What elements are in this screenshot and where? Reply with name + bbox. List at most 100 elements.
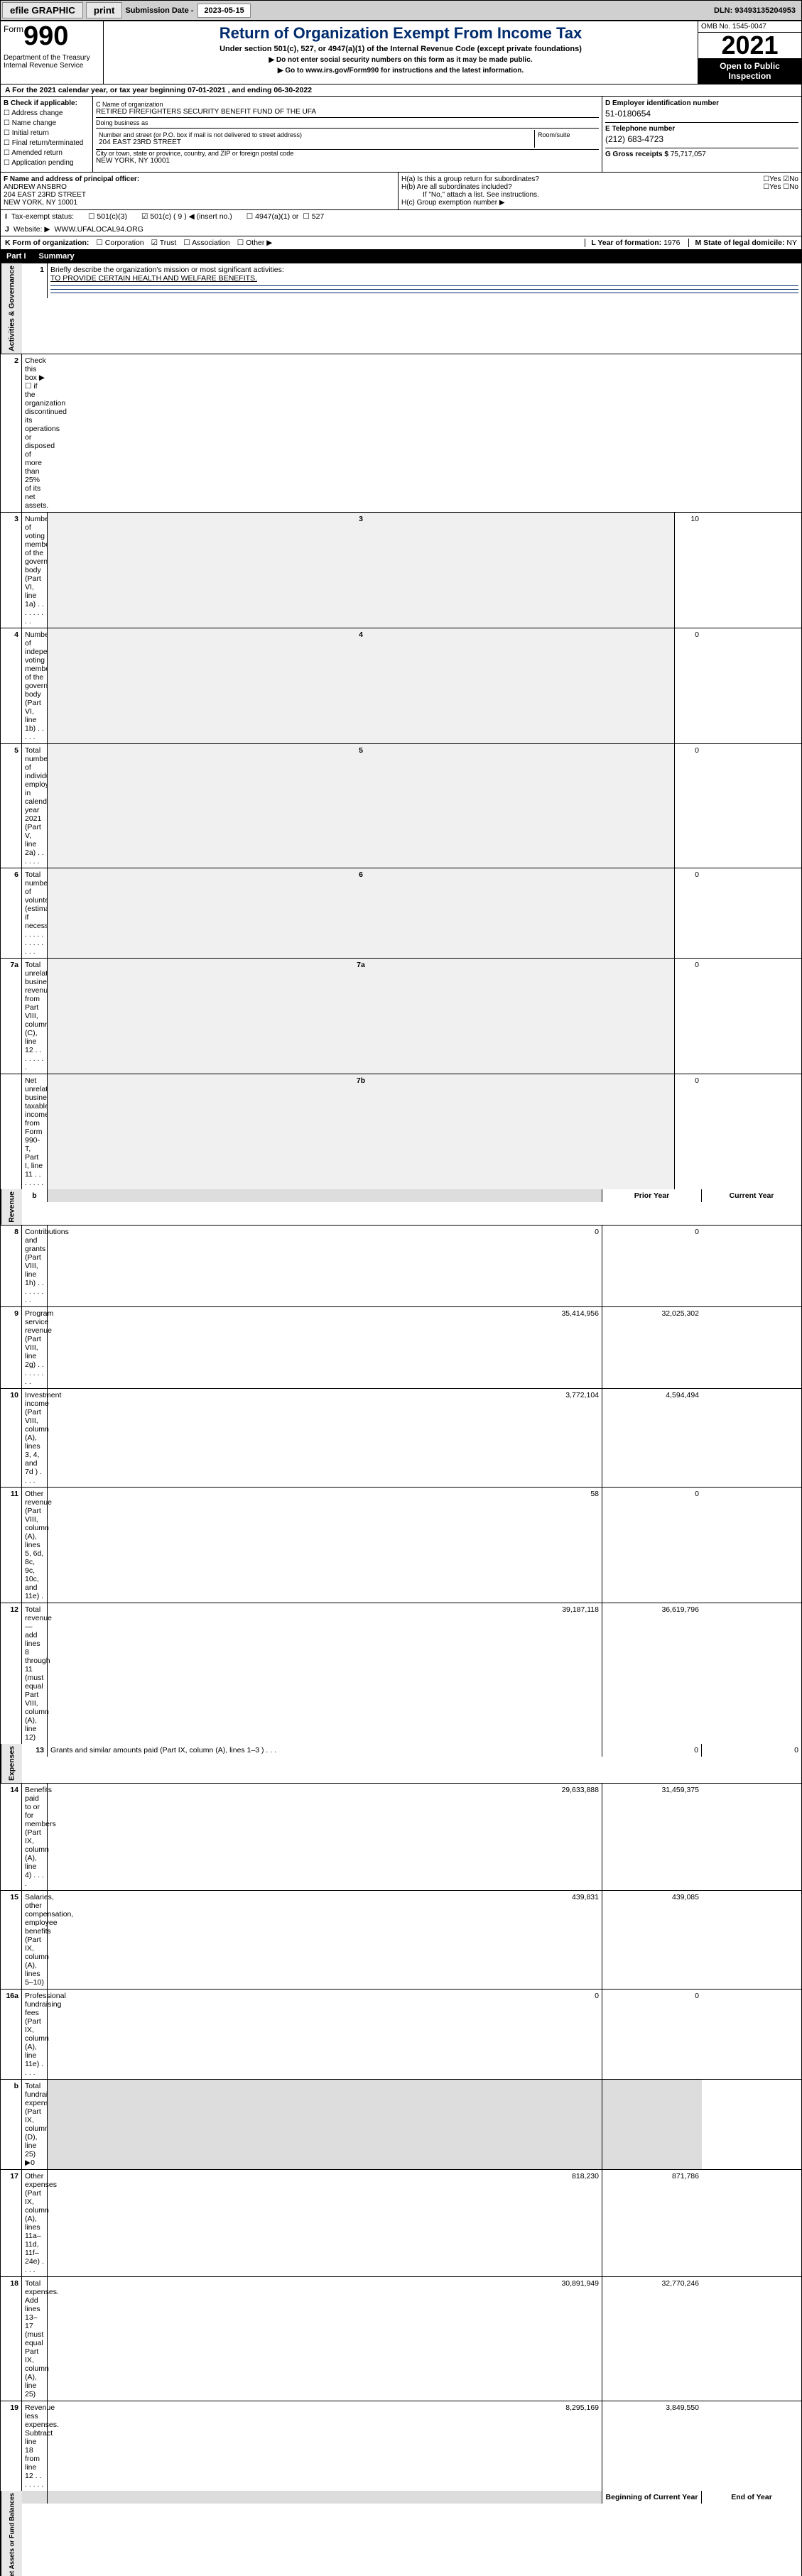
row-k: K Form of organization: ☐ Corporation ☑ … <box>0 236 802 250</box>
domicile: NY <box>786 239 797 247</box>
org-name-label: C Name of organization <box>96 101 599 108</box>
line-num: 10 <box>1 1389 22 1487</box>
checkbox-application-pending[interactable]: Application pending <box>4 159 90 167</box>
current-val: 36,619,796 <box>602 1603 702 1744</box>
form-header: Form990 Department of the Treasury Inter… <box>0 21 802 84</box>
line-1-num: 1 <box>22 263 48 298</box>
checkbox-address-change[interactable]: Address change <box>4 109 90 117</box>
line-val: 0 <box>675 959 702 1074</box>
current-val: 32,025,302 <box>602 1307 702 1388</box>
opt-4947: 4947(a)(1) or <box>255 212 298 221</box>
line-val: 0 <box>675 868 702 958</box>
ha-no: No <box>789 175 798 183</box>
row-a-pre: A For the 2021 calendar year, or tax yea… <box>5 86 188 94</box>
print-button[interactable]: print <box>86 2 123 18</box>
current-val: 31,459,375 <box>602 1784 702 1890</box>
website-value[interactable]: WWW.UFALOCAL94.ORG <box>55 225 143 234</box>
submission-label: Submission Date - <box>125 6 193 15</box>
line-val: 0 <box>675 1074 702 1189</box>
checkbox-name-change[interactable]: Name change <box>4 119 90 127</box>
line-desc: Investment income (Part VIII, column (A)… <box>22 1389 48 1487</box>
line-desc: Revenue less expenses. Subtract line 18 … <box>22 2401 48 2491</box>
row-i: I Tax-exempt status: ☐ 501(c)(3) ☑ 501(c… <box>0 210 802 223</box>
line-desc: Contributions and grants (Part VIII, lin… <box>22 1226 48 1306</box>
line-desc: Professional fundraising fees (Part IX, … <box>22 1990 48 2079</box>
prior-val: 3,772,104 <box>48 1389 602 1487</box>
opt-501c3: 501(c)(3) <box>97 212 127 221</box>
line-num: b <box>1 2080 22 2169</box>
current-val: 0 <box>602 1488 702 1603</box>
row-a: A For the 2021 calendar year, or tax yea… <box>0 84 802 97</box>
line-desc: Number of voting members of the governin… <box>22 513 48 628</box>
line-desc: Total revenue—add lines 8 through 11 (mu… <box>22 1603 48 1744</box>
line-num: 15 <box>1 1891 22 1989</box>
rev-row: 11Other revenue (Part VIII, column (A), … <box>1 1488 801 1603</box>
row-a-mid: , and ending <box>226 86 274 94</box>
ha-label: H(a) Is this a group return for subordin… <box>401 175 539 183</box>
line-val: 10 <box>675 513 702 628</box>
tel-label: E Telephone number <box>605 125 798 133</box>
col-b-header: B Check if applicable: <box>4 99 90 107</box>
current-val: 3,849,550 <box>602 2401 702 2491</box>
section-figh: F Name and address of principal officer:… <box>0 173 802 210</box>
dept-treasury: Department of the Treasury Internal Reve… <box>4 54 100 70</box>
gov-row: 5Total number of individuals employed in… <box>1 744 801 868</box>
prior-val: 0 <box>48 1226 602 1306</box>
exp-row: 16aProfessional fundraising fees (Part I… <box>1 1990 801 2080</box>
prior-val: 35,414,956 <box>48 1307 602 1388</box>
tab-net: Net Assets or Fund Balances <box>1 2491 22 2576</box>
line-num: 19 <box>1 2401 22 2491</box>
form-subtitle-3: ▶ Go to www.irs.gov/Form990 for instruct… <box>107 67 695 75</box>
line-ref: 7a <box>48 959 675 1074</box>
line-num: 8 <box>1 1226 22 1306</box>
ein-label: D Employer identification number <box>605 99 798 107</box>
gov-row: 4Number of independent voting members of… <box>1 628 801 744</box>
prior-val: 58 <box>48 1488 602 1603</box>
col-h: H(a) Is this a group return for subordin… <box>399 173 801 209</box>
efile-button[interactable]: efile GRAPHIC <box>2 2 83 18</box>
exp-row: bTotal fundraising expenses (Part IX, co… <box>1 2080 801 2170</box>
prior-val: 0 <box>48 1990 602 2079</box>
line-desc: Number of independent voting members of … <box>22 628 48 743</box>
line-desc: Total number of volunteers (estimate if … <box>22 868 48 958</box>
line-ref: 5 <box>48 744 675 868</box>
line-desc: Total unrelated business revenue from Pa… <box>22 959 48 1074</box>
row-j-label: J <box>5 225 9 234</box>
tax-exempt-label: Tax-exempt status: <box>11 212 74 221</box>
line-desc: Program service revenue (Part VIII, line… <box>22 1307 48 1388</box>
line-val: 0 <box>675 744 702 868</box>
exp-row: 19Revenue less expenses. Subtract line 1… <box>1 2401 801 2491</box>
current-val: 32,770,246 <box>602 2277 702 2401</box>
begin-year-header: Beginning of Current Year <box>602 2491 702 2504</box>
prior-val: 8,295,169 <box>48 2401 602 2491</box>
line-num: 6 <box>1 868 22 958</box>
line-num: 12 <box>1 1603 22 1744</box>
open-inspection: Open to Public Inspection <box>698 58 801 84</box>
checkbox-final-return-terminated[interactable]: Final return/terminated <box>4 139 90 147</box>
gov-row: 6Total number of volunteers (estimate if… <box>1 868 801 959</box>
rev-row: 10Investment income (Part VIII, column (… <box>1 1389 801 1488</box>
hb-no: No <box>789 183 798 191</box>
line-num: 3 <box>1 513 22 628</box>
hc-label: H(c) Group exemption number ▶ <box>401 199 798 207</box>
part-i-title: Summary <box>39 252 75 261</box>
rev-row: 12Total revenue—add lines 8 through 11 (… <box>1 1603 801 1744</box>
line-num: 13 <box>22 1744 48 1757</box>
top-toolbar: efile GRAPHIC print Submission Date - 20… <box>0 0 802 21</box>
line-val: 0 <box>675 628 702 743</box>
current-val: 0 <box>702 1744 801 1757</box>
website-label: Website: ▶ <box>13 225 50 234</box>
col-d: D Employer identification number 51-0180… <box>602 97 801 172</box>
exp-row: Expenses13Grants and similar amounts pai… <box>1 1744 801 1784</box>
line-desc: Total fundraising expenses (Part IX, col… <box>22 2080 48 2169</box>
checkbox-amended-return[interactable]: Amended return <box>4 149 90 157</box>
form-org-label: K Form of organization: <box>5 239 89 247</box>
ein-value: 51-0180654 <box>605 107 798 120</box>
line-desc: Other revenue (Part VIII, column (A), li… <box>22 1488 48 1603</box>
prior-year-header: Prior Year <box>602 1189 702 1202</box>
current-year-header: Current Year <box>702 1189 801 1202</box>
tel-value: (212) 683-4723 <box>605 133 798 146</box>
checkbox-initial-return[interactable]: Initial return <box>4 129 90 137</box>
form-year-cell: OMB No. 1545-0047 2021 Open to Public In… <box>698 21 801 84</box>
officer-addr1: 204 EAST 23RD STREET <box>4 191 395 199</box>
